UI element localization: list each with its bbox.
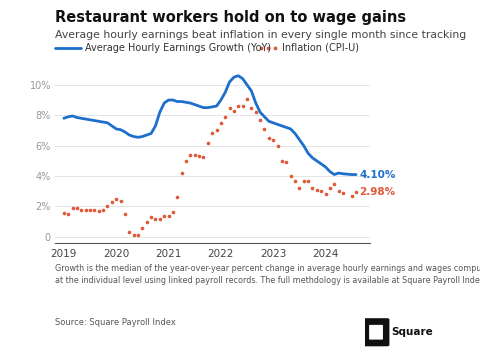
Text: Source: Square Payroll Index: Source: Square Payroll Index (55, 318, 176, 327)
Text: 4.10%: 4.10% (359, 170, 396, 180)
FancyBboxPatch shape (369, 325, 383, 340)
Text: Growth is the median of the year-over-year percent change in average hourly earn: Growth is the median of the year-over-ye… (55, 264, 480, 285)
Text: Inflation (CPI-U): Inflation (CPI-U) (282, 43, 359, 53)
Text: 2.98%: 2.98% (359, 187, 396, 197)
Text: Square: Square (392, 327, 433, 337)
Text: Restaurant workers hold on to wage gains: Restaurant workers hold on to wage gains (55, 10, 406, 25)
Text: Average Hourly Earnings Growth (YoY): Average Hourly Earnings Growth (YoY) (85, 43, 271, 53)
FancyBboxPatch shape (363, 318, 389, 346)
Text: Average hourly earnings beat inflation in every single month since tracking: Average hourly earnings beat inflation i… (55, 30, 466, 40)
